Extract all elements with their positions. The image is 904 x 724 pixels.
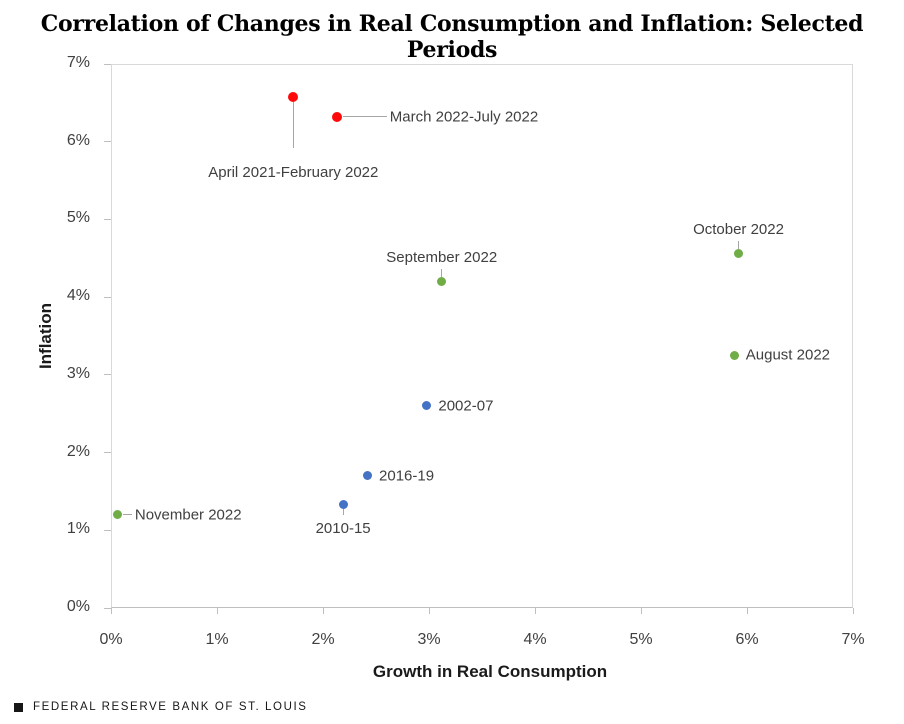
x-tick-mark [428, 608, 430, 614]
y-tick-mark [104, 141, 111, 143]
y-tick-label: 2% [66, 442, 90, 460]
data-point-august-2022 [729, 350, 739, 360]
data-point-september-2022 [437, 277, 447, 287]
y-tick-label: 3% [66, 364, 90, 382]
data-point-november-2022 [112, 510, 122, 520]
data-point-2002-07 [422, 401, 432, 411]
x-tick-label: 1% [205, 631, 229, 648]
x-tick-label: 3% [417, 631, 441, 648]
y-tick-mark [104, 452, 111, 454]
data-point-label-march-2022-july-2022: March 2022-July 2022 [389, 108, 539, 126]
data-point-april-2021-february-2022 [288, 91, 299, 102]
data-point-2016-19 [363, 471, 373, 481]
leader-line [441, 269, 443, 278]
data-point-march-2022-july-2022 [331, 111, 342, 122]
leader-line [292, 101, 294, 148]
x-tick-label: 2% [311, 631, 335, 648]
data-point-label-april-2021-february-2022: April 2021-February 2022 [208, 163, 379, 181]
x-tick-mark [640, 608, 642, 614]
y-tick-mark [104, 374, 111, 376]
x-tick-mark [852, 608, 854, 614]
data-point-october-2022 [734, 249, 744, 259]
y-tick-label: 4% [66, 287, 90, 305]
square-bullet-icon [14, 702, 23, 712]
y-tick-label: 6% [66, 131, 90, 149]
y-tick-label: 1% [66, 520, 90, 538]
y-tick-mark [104, 218, 111, 220]
leader-line [738, 241, 740, 250]
y-axis-title: Inflation [36, 302, 55, 370]
x-tick-mark [110, 608, 112, 614]
x-tick-mark [534, 608, 536, 614]
y-tick-label: 0% [66, 598, 90, 615]
data-point-label-october-2022: October 2022 [693, 221, 784, 239]
data-point-label-september-2022: September 2022 [386, 249, 498, 267]
source-label: FEDERAL RESERVE BANK OF ST. LOUIS [33, 701, 308, 713]
y-tick-label: 7% [66, 54, 90, 71]
x-tick-label: 5% [629, 631, 653, 648]
data-point-label-2016-19: 2016-19 [379, 467, 435, 485]
leader-line [342, 509, 344, 516]
x-tick-label: 4% [523, 631, 547, 648]
leader-line [122, 514, 132, 516]
x-tick-label: 6% [735, 631, 759, 648]
y-tick-mark [104, 529, 111, 531]
data-point-label-august-2022: August 2022 [745, 346, 831, 364]
source-footer: FEDERAL RESERVE BANK OF ST. LOUIS [14, 701, 308, 713]
y-tick-label: 5% [66, 209, 90, 227]
chart-title: Correlation of Changes in Real Consumpti… [40, 11, 864, 63]
x-axis-title: Growth in Real Consumption [372, 662, 608, 681]
data-point-2010-15 [338, 500, 348, 510]
x-tick-label: 7% [841, 631, 865, 648]
y-tick-mark [104, 296, 111, 298]
x-tick-mark [746, 608, 748, 614]
data-point-label-2002-07: 2002-07 [438, 397, 494, 415]
x-tick-mark [216, 608, 218, 614]
x-tick-label: 0% [99, 631, 123, 648]
x-tick-mark [322, 608, 324, 614]
y-tick-mark [104, 607, 111, 609]
y-tick-mark [104, 63, 111, 65]
data-point-label-2010-15: 2010-15 [315, 520, 371, 538]
leader-line [342, 116, 387, 118]
plot-area [111, 64, 853, 608]
data-point-label-november-2022: November 2022 [134, 506, 242, 524]
